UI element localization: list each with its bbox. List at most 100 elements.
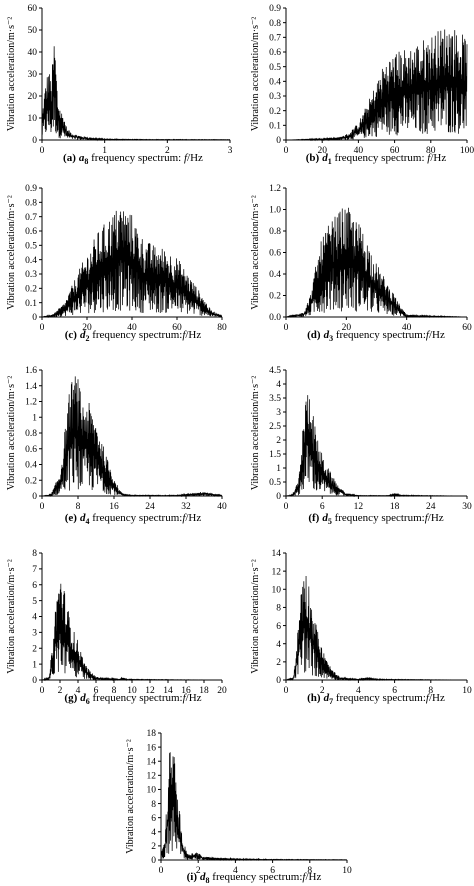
x-tick-label: 2: [58, 686, 63, 696]
y-tick-label: 0.8: [269, 19, 281, 29]
caption-i: (i) d8 frequency spectrum:f/Hz: [187, 871, 322, 885]
y-tick-label: 1.5: [269, 450, 281, 460]
y-tick-label: 0.2: [269, 107, 281, 117]
caption-a: (a) a8 frequency spectrum: f/Hz: [63, 152, 203, 166]
y-tick-label: 4.5: [269, 366, 281, 376]
x-tick-label: 6: [94, 686, 99, 696]
y-tick-label: 12: [272, 567, 282, 577]
x-tick-label: 24: [426, 502, 436, 512]
y-tick-label: 0.3: [25, 270, 37, 280]
caption-var: f: [184, 152, 189, 164]
y-tick-label: 8: [151, 800, 156, 810]
x-tick-label: 40: [354, 146, 364, 156]
caption-e: (e) d4 frequency spectrum:f/Hz: [65, 512, 202, 526]
x-tick-label: 40: [402, 323, 412, 333]
caption-series: d: [322, 512, 328, 524]
y-tick-label: 0.4: [25, 461, 37, 471]
x-tick-label: 0: [40, 502, 45, 512]
y-tick-label: 3.5: [269, 394, 281, 404]
x-tick-label: 4: [233, 866, 238, 876]
y-tick-label: 3: [276, 408, 281, 418]
y-tick-label: 16: [147, 743, 157, 753]
caption-series-sub: 5: [328, 517, 332, 526]
x-tick-label: 8: [112, 686, 117, 696]
y-tick-label: 0: [32, 492, 37, 502]
y-tick-label: 50: [28, 26, 38, 36]
caption-series: d: [80, 512, 86, 524]
x-tick-label: 14: [163, 686, 173, 696]
caption-var: f: [425, 512, 430, 524]
x-tick-label: 60: [172, 323, 182, 333]
y-tick-label: 8: [32, 549, 37, 559]
y-tick-label: 0.6: [269, 48, 281, 58]
panel-d: 0 20 40 60 0.0 0.2 0.4 0.6 0.8 1.0 1.2 Vibration ac…: [250, 184, 472, 343]
x-tick-label: 40: [127, 323, 137, 333]
caption-series: d: [322, 152, 328, 164]
caption-label: (f): [308, 512, 319, 524]
y-tick-label: 6: [276, 622, 281, 632]
y-tick-label: 1.4: [25, 382, 37, 392]
caption-text: frequency spectrum:: [210, 871, 303, 883]
y-tick-label: 2: [151, 842, 156, 852]
y-tick-label: 0: [151, 856, 156, 866]
caption-series-sub: 2: [85, 334, 89, 343]
y-tick-label: 0.8: [25, 199, 37, 209]
x-tick-label: 32: [181, 502, 191, 512]
x-tick-label: 8: [76, 502, 81, 512]
caption-var: f: [302, 871, 307, 883]
caption-unit: /Hz: [305, 871, 321, 883]
y-axis-label: Vibration acceleration/m·s⁻²: [6, 195, 17, 310]
y-tick-label: 1: [32, 660, 37, 670]
x-tick-label: 18: [390, 502, 400, 512]
caption-b: (b) d1 frequency spectrum: f/Hz: [306, 152, 447, 166]
caption-label: (i): [187, 871, 198, 883]
x-tick-label: 80: [426, 146, 436, 156]
caption-text: frequency spectrum:: [89, 512, 182, 524]
y-tick-label: 1: [32, 413, 37, 423]
caption-var: f: [426, 692, 431, 704]
y-tick-label: 1.0: [269, 206, 281, 216]
x-tick-label: 6: [320, 502, 325, 512]
x-tick-label: 8: [307, 866, 312, 876]
caption-h: (h) d7 frequency spectrum:f/Hz: [307, 692, 445, 706]
y-tick-label: 0: [276, 492, 281, 502]
caption-series: d: [200, 871, 206, 883]
y-tick-label: 0.9: [25, 184, 37, 194]
y-tick-label: 0.6: [269, 249, 281, 259]
x-tick-label: 20: [342, 323, 352, 333]
x-tick-label: 60: [462, 323, 472, 333]
caption-unit: /Hz: [187, 152, 203, 164]
y-tick-label: 8: [276, 604, 281, 614]
y-tick-label: 0: [276, 136, 281, 146]
x-tick-label: 20: [217, 686, 227, 696]
caption-var: f: [182, 329, 187, 341]
y-tick-label: 3: [32, 629, 37, 639]
y-tick-label: 0.5: [25, 242, 37, 252]
x-tick-label: 0: [284, 323, 289, 333]
y-tick-label: 12: [147, 772, 157, 782]
y-axis-label: Vibration acceleration/m·s⁻²: [250, 559, 261, 674]
y-tick-label: 2: [276, 658, 281, 668]
x-tick-label: 6: [392, 686, 397, 696]
y-tick-label: 0.8: [25, 429, 37, 439]
caption-d: (d) d3 frequency spectrum:f/Hz: [307, 329, 445, 343]
spectrum-line-c: [41, 210, 223, 319]
y-tick-label: 2: [32, 644, 37, 654]
panel-b: 0 20 40 60 80 100 0 0.1 0.2 0.3 0.4 0.5 0.6 0.7 0.8 0.9…: [250, 4, 474, 166]
caption-text: frequency spectrum:: [90, 692, 183, 704]
y-axis-label: Vibration acceleration/m·s⁻²: [250, 17, 261, 132]
y-tick-label: 60: [28, 4, 38, 14]
caption-series: a: [79, 152, 85, 164]
x-tick-label: 2: [320, 686, 325, 696]
y-tick-label: 30: [28, 70, 38, 80]
panel-h: 0 2 4 6 8 10 0 2 4 6 8 10 12 14 Vibration acceleration…: [250, 549, 472, 706]
y-tick-label: 1.6: [25, 366, 37, 376]
caption-var: f: [427, 152, 432, 164]
y-tick-label: 4: [32, 613, 37, 623]
x-tick-label: 18: [199, 686, 209, 696]
caption-series: d: [80, 692, 86, 704]
y-tick-label: 0: [32, 676, 37, 686]
caption-unit: /Hz: [186, 692, 202, 704]
panel-f: 0 6 12 18 24 30 0 0.5 1 1.5 2 2.5 3 3.5 4 4.5 Vibration …: [250, 366, 472, 526]
y-tick-label: 14: [147, 757, 157, 767]
